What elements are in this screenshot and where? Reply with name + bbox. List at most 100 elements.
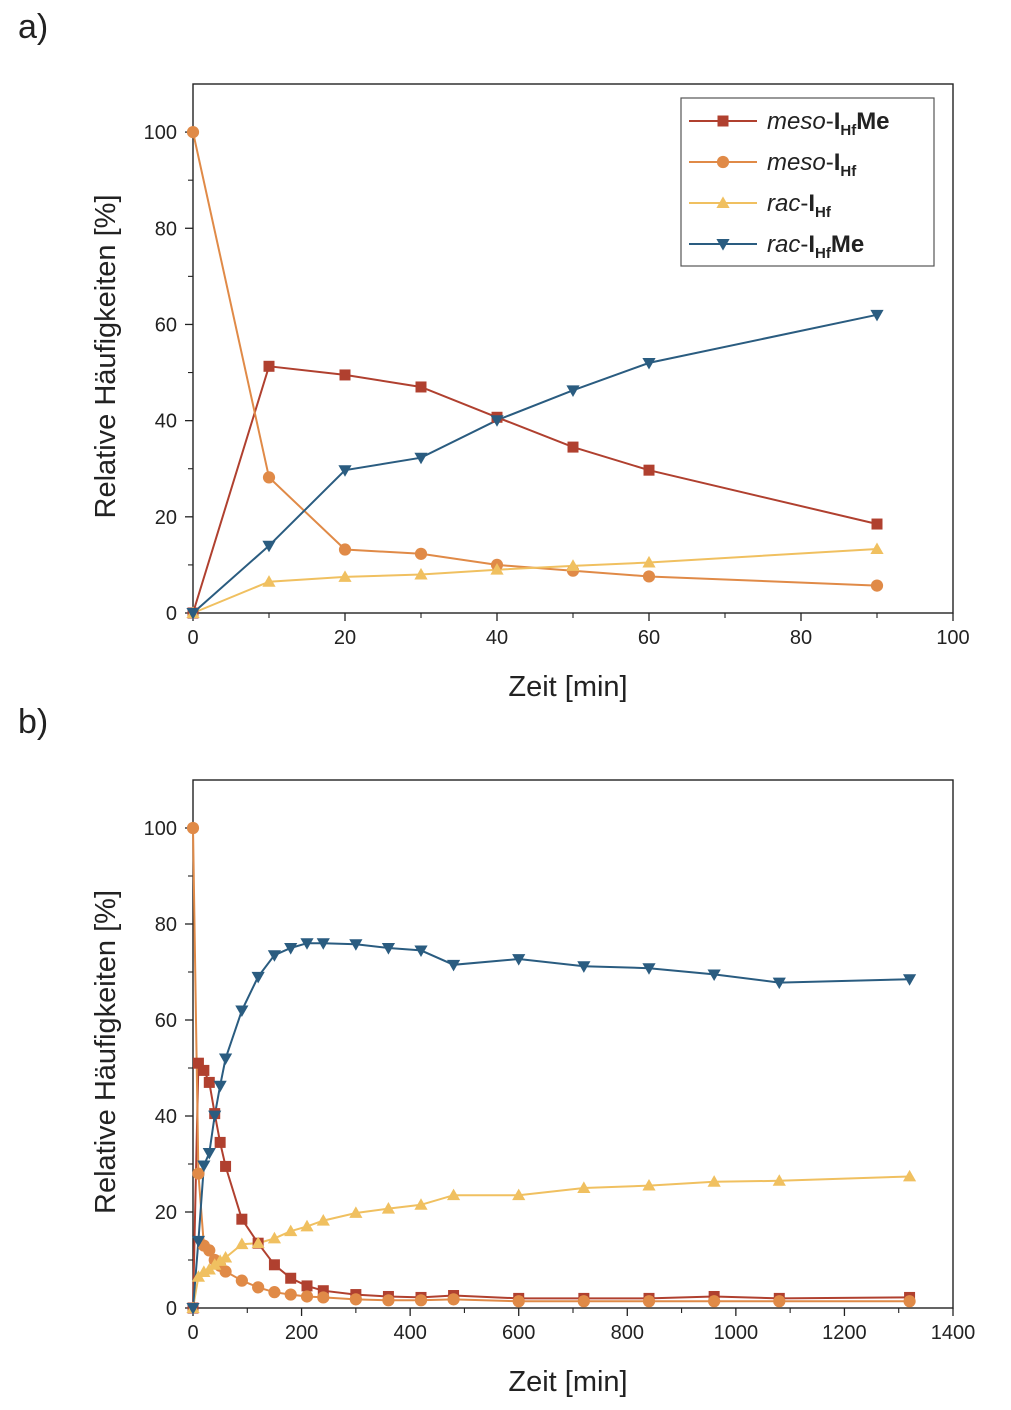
y-tick-label: 20	[155, 507, 177, 529]
series-4-point	[186, 608, 200, 620]
series-1-point	[263, 360, 275, 372]
series-1-point	[339, 369, 351, 381]
x-tick-label: 1200	[822, 1322, 867, 1344]
series-line-1	[192, 365, 878, 614]
y-tick-label: 40	[155, 1106, 177, 1128]
legend-label-4: rac-IHfMe	[767, 231, 864, 262]
y-tick-label: 0	[166, 603, 177, 625]
series-4-point	[707, 969, 721, 981]
series-3-point	[772, 1174, 786, 1186]
series-2-point	[870, 579, 884, 592]
series-4-point	[642, 357, 656, 370]
series-3-point	[566, 559, 580, 571]
series-3-point	[870, 542, 884, 554]
series-2-point	[262, 471, 276, 484]
series-4-point	[414, 452, 428, 465]
series-2-point	[903, 1295, 916, 1308]
series-3-point	[213, 1254, 227, 1266]
series-4-point	[338, 465, 352, 477]
series-3-point	[642, 1179, 656, 1191]
x-tick-label: 600	[502, 1322, 535, 1344]
series-2-point	[192, 1167, 205, 1180]
series-4-point	[902, 974, 917, 986]
series-2-point	[349, 1293, 362, 1306]
series-2-point	[186, 125, 200, 139]
legend-marker-3	[716, 196, 730, 208]
y-tick-label: 40	[155, 411, 177, 433]
series-2-point	[577, 1295, 590, 1308]
x-tick-label: 40	[486, 627, 508, 649]
series-3-point	[512, 1188, 526, 1201]
y-tick-label: 80	[155, 914, 177, 936]
series-4-point	[566, 385, 580, 397]
series-2-point	[512, 1295, 525, 1308]
series-4-point	[349, 939, 363, 951]
x-axis-label: Zeit [min]	[508, 671, 627, 703]
chart-b: 0 200 400 600 800 1000 1200 1400 0 20 40 60 80 100 Zei…	[90, 779, 976, 1398]
y-tick-label: 20	[155, 1202, 177, 1224]
series-1-point	[301, 1280, 313, 1292]
series-4-point	[213, 1080, 227, 1093]
series-line-1	[192, 1060, 910, 1309]
series-4-point	[235, 1005, 249, 1017]
series-1-point	[203, 1076, 215, 1088]
series-2-point	[642, 1295, 656, 1308]
series-4-point	[208, 1110, 222, 1123]
series-4-point	[414, 945, 428, 957]
panel-label-b: b)	[18, 703, 49, 741]
series-line-3	[192, 548, 878, 614]
series-2-point	[284, 1288, 297, 1301]
y-tick-label: 60	[155, 1010, 177, 1032]
series-4-point	[446, 959, 461, 972]
x-tick-label: 80	[790, 627, 812, 649]
x-tick-label: 0	[187, 627, 198, 649]
series-4-point	[251, 971, 265, 984]
y-tick-label: 100	[144, 122, 177, 144]
series-4-point	[197, 1160, 211, 1173]
series-1-point	[567, 441, 579, 453]
series-line-2	[192, 131, 878, 587]
series-2-point	[338, 543, 352, 556]
series-1-point	[198, 1064, 210, 1076]
series-2-point	[203, 1244, 216, 1257]
series-3-point	[262, 575, 276, 587]
series-1-point	[214, 1136, 226, 1148]
series-4-point	[490, 415, 504, 427]
series-2-point	[642, 570, 656, 583]
series-2-point	[186, 821, 200, 835]
series-line-2	[192, 827, 910, 1303]
x-tick-label: 100	[936, 627, 969, 649]
legend-marker-4	[716, 239, 730, 251]
x-tick-label: 1400	[931, 1322, 976, 1344]
y-tick-label: 60	[155, 314, 177, 336]
series-2-point	[382, 1294, 395, 1307]
series-3-point	[316, 1214, 330, 1226]
y-tick-label: 80	[155, 218, 177, 240]
legend-label-2: meso-IHf	[767, 149, 857, 180]
series-3-point	[267, 1231, 282, 1244]
series-4-point	[577, 961, 591, 973]
x-tick-label: 20	[334, 627, 356, 649]
x-tick-label: 400	[393, 1322, 426, 1344]
y-axis-label: Relative Häufigkeiten [%]	[90, 890, 122, 1214]
series-1-point	[192, 1057, 204, 1069]
legend-marker-1	[717, 115, 729, 127]
series-4-point	[262, 540, 276, 553]
legend-marker-2	[716, 155, 730, 169]
series-4-point	[300, 938, 314, 950]
y-tick-label: 100	[144, 818, 177, 840]
series-4-point	[870, 309, 884, 322]
series-3-point	[707, 1175, 721, 1187]
x-tick-label: 800	[611, 1322, 644, 1344]
series-3-point	[414, 1198, 428, 1210]
y-tick-label: 0	[166, 1298, 177, 1320]
x-axis-label: Zeit [min]	[508, 1366, 627, 1398]
series-4-point	[186, 1303, 200, 1315]
series-2-point	[268, 1286, 281, 1299]
x-tick-label: 60	[638, 627, 660, 649]
series-2-point	[235, 1274, 248, 1287]
series-3-point	[381, 1202, 396, 1214]
series-1-point	[220, 1160, 232, 1172]
legend-label-3: rac-IHf	[767, 190, 832, 221]
